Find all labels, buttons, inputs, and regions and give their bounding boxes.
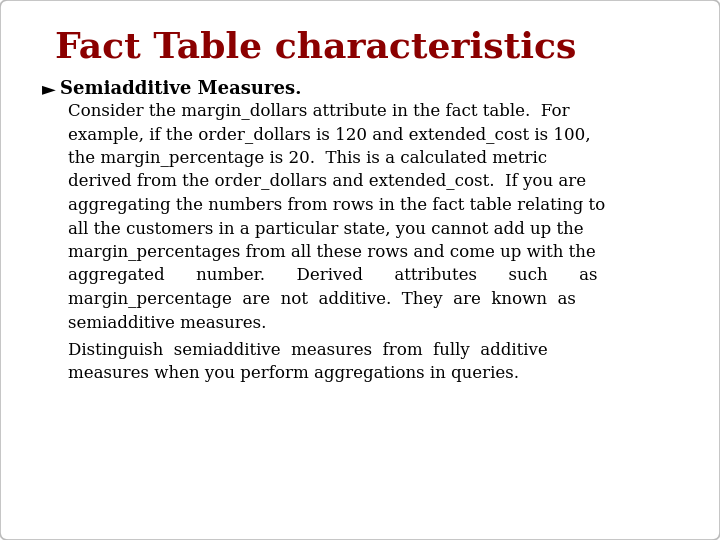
Text: margin_percentage  are  not  additive.  They  are  known  as: margin_percentage are not additive. They…: [68, 291, 576, 308]
Text: Distinguish  semiadditive  measures  from  fully  additive: Distinguish semiadditive measures from f…: [68, 342, 548, 359]
Text: Semiadditive Measures.: Semiadditive Measures.: [60, 80, 302, 98]
Text: Consider the margin_dollars attribute in the fact table.  For: Consider the margin_dollars attribute in…: [68, 103, 570, 120]
Text: ►: ►: [42, 80, 56, 98]
Text: example, if the order_dollars is 120 and extended_cost is 100,: example, if the order_dollars is 120 and…: [68, 126, 590, 144]
Text: semiadditive measures.: semiadditive measures.: [68, 314, 266, 332]
Text: derived from the order_dollars and extended_cost.  If you are: derived from the order_dollars and exten…: [68, 173, 586, 191]
Text: measures when you perform aggregations in queries.: measures when you perform aggregations i…: [68, 366, 519, 382]
Text: margin_percentages from all these rows and come up with the: margin_percentages from all these rows a…: [68, 244, 595, 261]
Text: all the customers in a particular state, you cannot add up the: all the customers in a particular state,…: [68, 220, 584, 238]
Text: Fact Table characteristics: Fact Table characteristics: [55, 30, 577, 64]
Text: the margin_percentage is 20.  This is a calculated metric: the margin_percentage is 20. This is a c…: [68, 150, 547, 167]
Text: aggregated      number.      Derived      attributes      such      as: aggregated number. Derived attributes su…: [68, 267, 598, 285]
Text: aggregating the numbers from rows in the fact table relating to: aggregating the numbers from rows in the…: [68, 197, 606, 214]
